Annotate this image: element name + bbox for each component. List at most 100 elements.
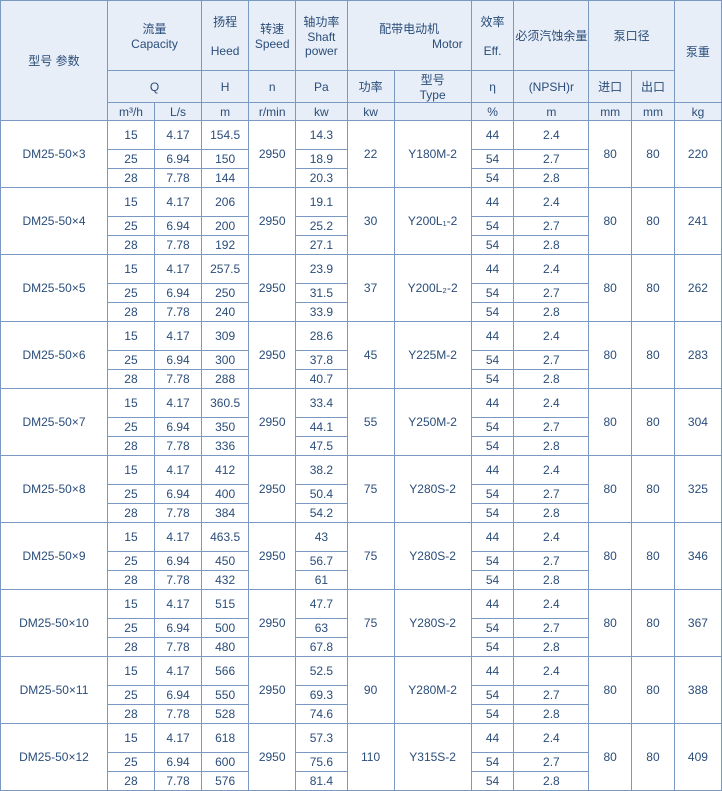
cell: 28 — [107, 571, 154, 590]
col-npsh: 必须汽蚀余量 — [514, 1, 589, 71]
cell: 54 — [471, 169, 514, 188]
unit-m: m — [202, 103, 249, 121]
sym-outlet: 出口 — [632, 71, 675, 103]
cell: 346 — [674, 523, 721, 590]
cell: 384 — [202, 504, 249, 523]
cell: 325 — [674, 456, 721, 523]
cell: 257.5 — [202, 255, 249, 284]
cell: 2950 — [249, 456, 296, 523]
cell: 528 — [202, 705, 249, 724]
unit-kw: kw — [296, 103, 347, 121]
cell: 2950 — [249, 389, 296, 456]
cell: 309 — [202, 322, 249, 351]
cell: 15 — [107, 255, 154, 284]
cell: 54 — [471, 552, 514, 571]
cell: 55 — [347, 389, 394, 456]
cell: 31.5 — [296, 284, 347, 303]
cell: 28 — [107, 303, 154, 322]
cell: 14.3 — [296, 121, 347, 150]
col-motor: 配带电动机Motor — [347, 1, 471, 71]
cell: 220 — [674, 121, 721, 188]
cell: 30 — [347, 188, 394, 255]
cell: 67.8 — [296, 638, 347, 657]
cell: 54 — [471, 772, 514, 791]
cell: 80 — [589, 657, 632, 724]
cell: 18.9 — [296, 150, 347, 169]
cell: 7.78 — [155, 705, 202, 724]
cell: 515 — [202, 590, 249, 619]
cell: 2.7 — [514, 552, 589, 571]
cell: 2.7 — [514, 217, 589, 236]
cell: 25 — [107, 619, 154, 638]
cell: 6.94 — [155, 686, 202, 705]
cell: 6.94 — [155, 217, 202, 236]
cell: 2.8 — [514, 638, 589, 657]
cell: 618 — [202, 724, 249, 753]
cell: 241 — [674, 188, 721, 255]
table-row: DM25-50×10154.17515295047.775Y280S-2442.… — [1, 590, 722, 619]
cell: 22 — [347, 121, 394, 188]
cell: 7.78 — [155, 303, 202, 322]
unit-kg: kg — [674, 103, 721, 121]
cell: 44 — [471, 657, 514, 686]
cell: 25 — [107, 686, 154, 705]
cell: 80 — [632, 322, 675, 389]
table-row: DM25-50×8154.17412295038.275Y280S-2442.4… — [1, 456, 722, 485]
cell: 28 — [107, 236, 154, 255]
cell: 2.8 — [514, 370, 589, 389]
cell: 2.4 — [514, 188, 589, 217]
cell: 57.3 — [296, 724, 347, 753]
cell: 2.7 — [514, 485, 589, 504]
cell: 154.5 — [202, 121, 249, 150]
cell: 80 — [632, 590, 675, 657]
sym-inlet: 进口 — [589, 71, 632, 103]
col-model-param: 型号 参数 — [1, 1, 108, 121]
cell: 44 — [471, 523, 514, 552]
cell: 54.2 — [296, 504, 347, 523]
cell: 75 — [347, 590, 394, 657]
cell: 25 — [107, 485, 154, 504]
cell: 7.78 — [155, 370, 202, 389]
cell: 2.4 — [514, 121, 589, 150]
cell: Y200L₁-2 — [394, 188, 471, 255]
cell: 44 — [471, 322, 514, 351]
sym-power: 功率 — [347, 71, 394, 103]
cell: 206 — [202, 188, 249, 217]
cell: 54 — [471, 638, 514, 657]
cell: 350 — [202, 418, 249, 437]
cell: 2.4 — [514, 322, 589, 351]
col-capacity: 流量Capacity — [107, 1, 201, 71]
cell: 80 — [589, 590, 632, 657]
cell: 6.94 — [155, 753, 202, 772]
cell: 6.94 — [155, 351, 202, 370]
cell: 400 — [202, 485, 249, 504]
cell: 250 — [202, 284, 249, 303]
cell: 6.94 — [155, 619, 202, 638]
cell: 80 — [589, 456, 632, 523]
cell: 7.78 — [155, 169, 202, 188]
cell: 74.6 — [296, 705, 347, 724]
table-row: DM25-50×3154.17154.5295014.322Y180M-2442… — [1, 121, 722, 150]
cell: 7.78 — [155, 437, 202, 456]
cell: 15 — [107, 523, 154, 552]
col-dia: 泵口径 — [589, 1, 675, 71]
cell: 50.4 — [296, 485, 347, 504]
cell: 28 — [107, 370, 154, 389]
cell: 2.8 — [514, 504, 589, 523]
col-weight: 泵重 — [674, 1, 721, 103]
cell: 550 — [202, 686, 249, 705]
cell: 56.7 — [296, 552, 347, 571]
cell: 75 — [347, 523, 394, 590]
cell: 37.8 — [296, 351, 347, 370]
cell: 28 — [107, 705, 154, 724]
cell: 81.4 — [296, 772, 347, 791]
cell: 2950 — [249, 121, 296, 188]
cell: 288 — [202, 370, 249, 389]
unit-ls: L/s — [155, 103, 202, 121]
cell: DM25-50×6 — [1, 322, 108, 389]
table-row: DM25-50×4154.17206295019.130Y200L₁-2442.… — [1, 188, 722, 217]
cell: DM25-50×9 — [1, 523, 108, 590]
cell: 75 — [347, 456, 394, 523]
cell: 54 — [471, 236, 514, 255]
cell: 4.17 — [155, 456, 202, 485]
